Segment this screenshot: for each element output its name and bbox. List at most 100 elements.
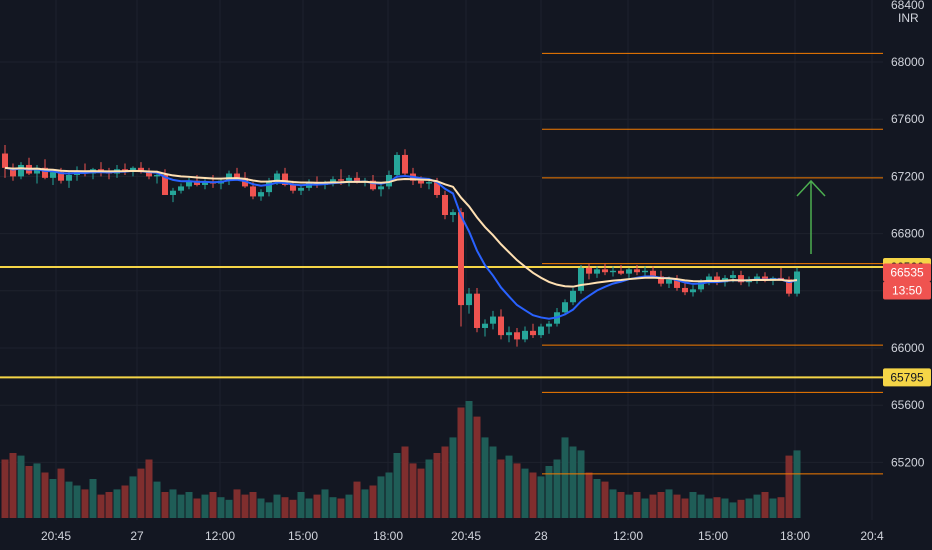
volume-bar	[721, 498, 729, 518]
candle-body	[282, 173, 288, 185]
volume-bar	[137, 468, 145, 518]
candle-body	[370, 180, 376, 190]
candle-body	[186, 180, 192, 187]
volume-bar	[753, 494, 761, 518]
candle-body	[402, 154, 408, 174]
volume-bar	[505, 455, 513, 518]
volume-bar	[761, 492, 769, 518]
candle-body	[754, 276, 760, 280]
time-tick-label: 15:00	[698, 529, 728, 543]
volume-bar	[81, 489, 89, 518]
volume-bar	[577, 450, 585, 518]
volume-bar	[793, 450, 801, 518]
volume-bar	[425, 459, 433, 518]
volume-bar	[417, 468, 425, 518]
candle-body	[762, 276, 768, 281]
arrow-head-icon[interactable]	[796, 179, 826, 197]
volume-bar	[697, 494, 705, 518]
volume-bar	[593, 479, 601, 518]
candle-body	[354, 177, 360, 183]
candle-body	[250, 186, 256, 197]
volume-bar	[1, 459, 9, 518]
volume-bar	[785, 455, 793, 518]
volume-bar	[41, 472, 49, 518]
candle-body	[154, 174, 160, 177]
volume-bar	[49, 479, 57, 518]
candle-body	[666, 279, 672, 284]
candle-body	[138, 167, 144, 173]
candle-body	[634, 269, 640, 273]
candle-body	[338, 179, 344, 181]
price-badge-last	[883, 263, 931, 282]
volume-bar	[497, 459, 505, 518]
time-axis-background	[0, 520, 932, 550]
volume-bar	[457, 407, 465, 518]
candle-body	[674, 279, 680, 288]
volume-bar	[25, 466, 33, 518]
candle-body	[58, 172, 64, 181]
volume-bar	[465, 401, 473, 518]
fib-levels	[542, 52, 883, 475]
price-tick-label: 68400	[891, 0, 925, 12]
candle-body	[274, 173, 280, 181]
time-axis[interactable]: 20:45 27 12:00 15:00 18:00 20:45 28 12:00 15:00 1…	[0, 520, 932, 550]
price-tick-label: 67200	[891, 169, 925, 183]
volume-bar	[401, 446, 409, 518]
volume-bar	[529, 472, 537, 518]
volume-bar	[625, 494, 633, 518]
volume-bar	[713, 497, 721, 518]
candle-body	[146, 172, 152, 177]
price-tick-label: 66800	[891, 227, 925, 241]
volume-bar	[553, 459, 561, 518]
candle-body	[570, 290, 576, 303]
volume-bar	[521, 468, 529, 518]
price-tick-label: 68000	[891, 55, 925, 69]
candle-body	[738, 275, 744, 283]
volume-bar	[537, 476, 545, 518]
candle-body	[418, 180, 424, 184]
volume-bar	[513, 463, 521, 518]
volume-bar	[385, 472, 393, 518]
volume-bar	[17, 455, 25, 518]
volume-bar	[305, 498, 313, 518]
volume-bar	[145, 459, 153, 518]
volume-bar	[209, 492, 217, 518]
candle-body	[794, 271, 800, 294]
volume-bar	[241, 494, 249, 518]
time-tick-label: 28	[534, 529, 548, 543]
candle-body	[162, 174, 168, 195]
price-badge-text: 66535	[890, 265, 924, 279]
candle-body	[490, 316, 496, 324]
candle-body	[538, 326, 544, 336]
volume-bar	[297, 492, 305, 518]
candle-body	[378, 186, 384, 190]
volume-bar	[441, 446, 449, 518]
candle-body	[34, 167, 40, 174]
volume-bar	[673, 494, 681, 518]
volume-bar	[193, 498, 201, 518]
volume-bar	[225, 499, 233, 518]
price-badge-text: 13:50	[892, 283, 922, 297]
candle-body	[434, 182, 440, 195]
horizontal-levels[interactable]	[0, 266, 883, 379]
candle-body	[658, 276, 664, 284]
volume-bar	[177, 494, 185, 518]
candle-body	[202, 182, 208, 185]
candle-body	[18, 164, 24, 177]
volume-bar	[65, 481, 73, 518]
candle-body	[394, 154, 400, 175]
up-arrow-annotation[interactable]	[796, 179, 826, 254]
volume-bar	[633, 492, 641, 518]
volume-bar	[449, 437, 457, 518]
candle-body	[258, 192, 264, 197]
candle-body	[578, 267, 584, 291]
volume-bar	[129, 476, 137, 518]
candle-body	[170, 190, 176, 195]
candle-body	[506, 332, 512, 336]
candle-body	[562, 302, 568, 313]
volume-bar	[273, 494, 281, 518]
price-badge-text: 65795	[890, 370, 924, 384]
ema-slow-line	[4, 166, 798, 288]
